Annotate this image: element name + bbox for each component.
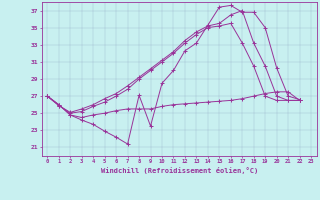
X-axis label: Windchill (Refroidissement éolien,°C): Windchill (Refroidissement éolien,°C) bbox=[100, 167, 258, 174]
